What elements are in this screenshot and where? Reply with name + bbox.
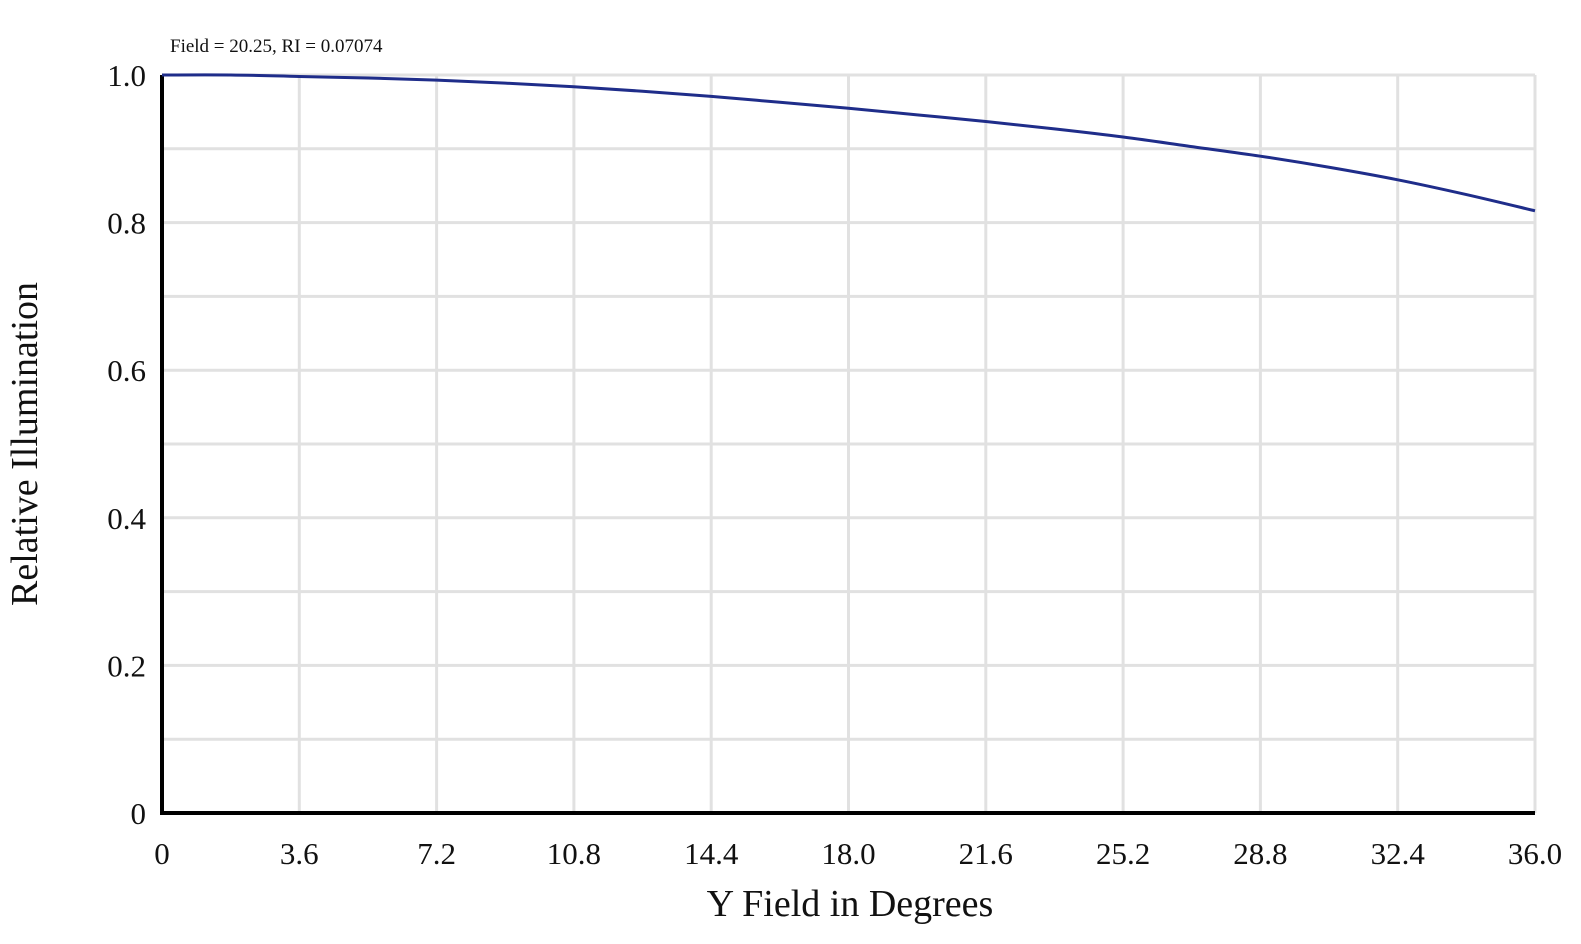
x-tick-label: 7.2	[417, 836, 456, 871]
x-axis-title: Y Field in Degrees	[707, 883, 994, 925]
axis-layer	[160, 75, 1535, 815]
y-tick-label: 0.4	[107, 501, 146, 536]
grid-layer	[162, 73, 1537, 813]
y-tick-label: 1.0	[107, 58, 146, 93]
x-tick-label: 36.0	[1508, 836, 1562, 871]
x-tick-label: 32.4	[1371, 836, 1426, 871]
x-tick-label: 18.0	[821, 836, 875, 871]
x-tick-label: 21.6	[959, 836, 1013, 871]
y-axis-title: Relative Illumination	[4, 282, 46, 606]
x-tick-label: 10.8	[547, 836, 601, 871]
y-tick-label: 0.6	[107, 353, 146, 388]
y-tick-label: 0.2	[107, 648, 146, 683]
x-tick-label: 28.8	[1233, 836, 1287, 871]
chart-annotation: Field = 20.25, RI = 0.07074	[170, 36, 383, 57]
y-tick-label: 0	[131, 796, 147, 831]
x-tick-label: 25.2	[1096, 836, 1150, 871]
y-tick-label: 0.8	[107, 206, 146, 241]
x-tick-label: 3.6	[280, 836, 319, 871]
label-layer: Field = 20.25, RI = 0.07074 Y Field in D…	[4, 36, 1562, 925]
x-tick-label: 0	[154, 836, 170, 871]
x-tick-label: 14.4	[684, 836, 739, 871]
series-layer	[161, 73, 1536, 213]
relative-illumination-series-line	[161, 73, 1536, 213]
